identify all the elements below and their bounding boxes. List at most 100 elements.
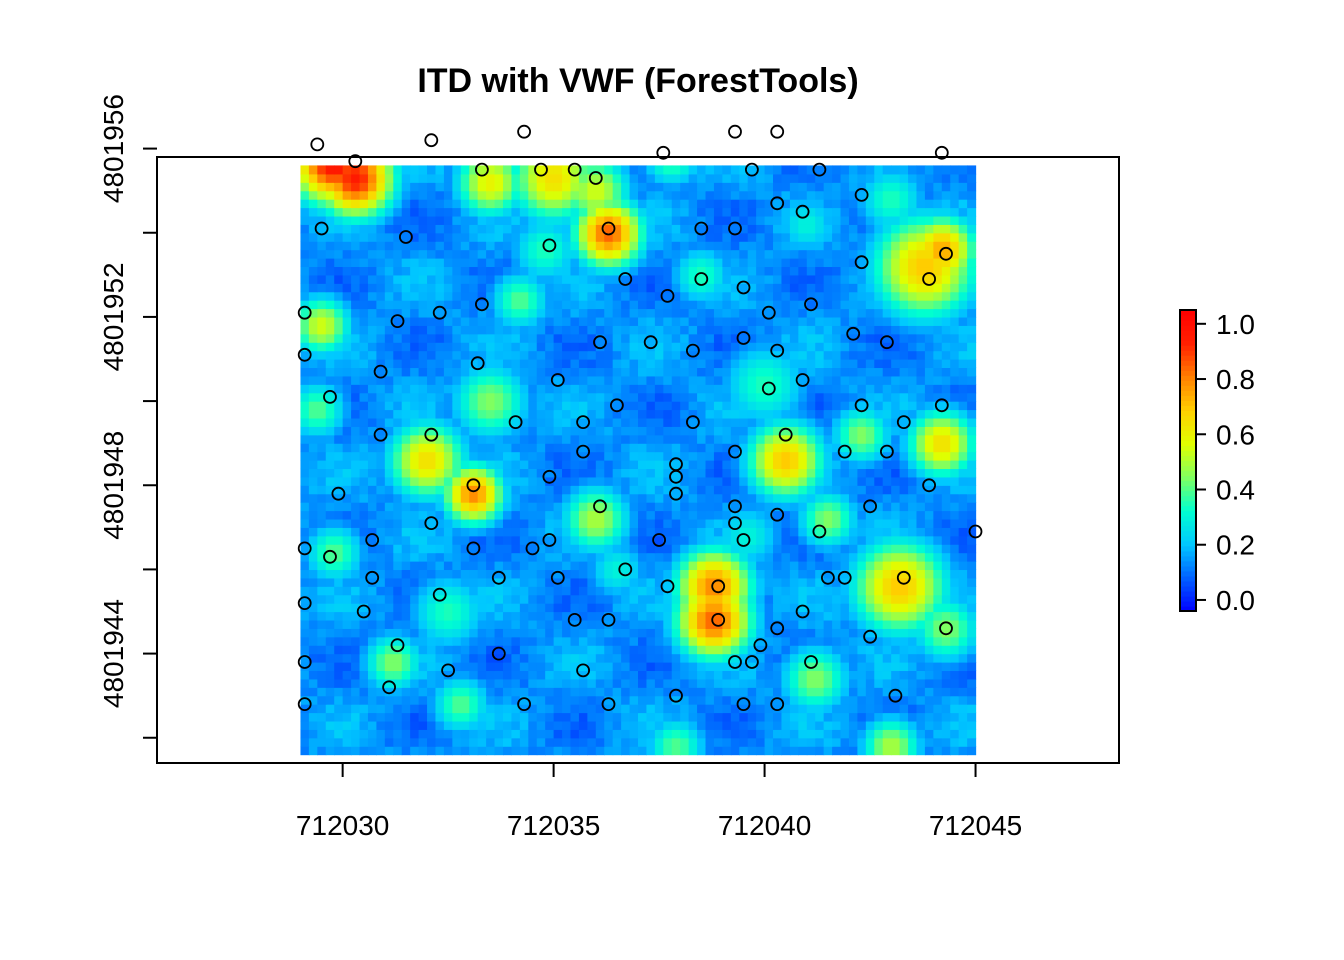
raster-cell	[359, 687, 369, 697]
raster-cell	[798, 645, 808, 655]
raster-cell	[764, 274, 774, 284]
raster-cell	[680, 485, 690, 495]
raster-cell	[308, 426, 318, 436]
raster-cell	[494, 300, 504, 310]
raster-cell	[688, 561, 698, 571]
raster-cell	[595, 401, 605, 411]
raster-cell	[410, 502, 420, 512]
raster-cell	[427, 451, 437, 461]
raster-cell	[401, 468, 411, 478]
raster-cell	[578, 300, 588, 310]
raster-cell	[562, 258, 572, 268]
raster-cell	[823, 401, 833, 411]
raster-cell	[317, 586, 327, 596]
raster-cell	[638, 603, 648, 613]
raster-cell	[477, 594, 487, 604]
raster-cell	[486, 687, 496, 697]
raster-cell	[410, 687, 420, 697]
raster-cell	[502, 300, 513, 310]
raster-cell	[494, 485, 504, 495]
raster-cell	[502, 325, 513, 335]
raster-cell	[663, 662, 673, 672]
raster-cell	[705, 325, 715, 335]
raster-cell	[646, 342, 656, 352]
raster-cell	[680, 367, 690, 377]
raster-cell	[494, 291, 504, 301]
raster-cell	[840, 518, 850, 528]
raster-cell	[452, 712, 462, 722]
raster-cell	[325, 417, 335, 427]
raster-cell	[638, 645, 648, 655]
raster-cell	[528, 645, 538, 655]
raster-cell	[317, 249, 327, 259]
raster-cell	[502, 662, 513, 672]
raster-cell	[435, 695, 445, 705]
raster-cell	[882, 333, 892, 343]
raster-cell	[697, 316, 707, 326]
raster-cell	[697, 636, 707, 646]
raster-cell	[891, 283, 901, 293]
raster-cell	[342, 224, 352, 234]
raster-cell	[621, 586, 631, 596]
raster-cell	[595, 746, 605, 756]
raster-cell	[536, 266, 546, 276]
raster-cell	[899, 577, 909, 587]
raster-cell	[882, 662, 892, 672]
raster-cell	[713, 544, 723, 554]
raster-cell	[773, 426, 783, 436]
raster-cell	[359, 678, 369, 688]
raster-cell	[730, 300, 740, 310]
raster-cell	[486, 274, 496, 284]
raster-cell	[865, 712, 875, 722]
raster-cell	[933, 258, 943, 268]
raster-cell	[663, 695, 673, 705]
raster-cell	[511, 375, 521, 385]
raster-cell	[519, 544, 529, 554]
raster-cell	[486, 434, 496, 444]
raster-cell	[840, 401, 850, 411]
raster-cell	[528, 308, 538, 318]
raster-cell	[680, 552, 690, 562]
raster-cell	[688, 342, 698, 352]
raster-cell	[578, 283, 588, 293]
raster-cell	[747, 561, 757, 571]
raster-cell	[570, 241, 580, 251]
raster-cell	[722, 350, 732, 360]
raster-cell	[595, 342, 605, 352]
raster-cell	[578, 316, 588, 326]
raster-cell	[688, 645, 698, 655]
raster-cell	[587, 417, 597, 427]
raster-cell	[486, 468, 496, 478]
raster-cell	[460, 737, 470, 747]
raster-cell	[899, 426, 909, 436]
raster-cell	[629, 342, 639, 352]
raster-cell	[562, 619, 572, 629]
raster-cell	[680, 342, 690, 352]
raster-cell	[486, 493, 496, 503]
raster-cell	[713, 704, 723, 714]
raster-cell	[697, 653, 707, 663]
raster-cell	[899, 392, 909, 402]
raster-cell	[739, 274, 749, 284]
raster-cell	[806, 594, 816, 604]
raster-cell	[840, 619, 850, 629]
raster-cell	[865, 552, 875, 562]
raster-cell	[815, 434, 825, 444]
raster-cell	[848, 443, 858, 453]
raster-cell	[401, 586, 411, 596]
raster-cell	[941, 350, 951, 360]
raster-cell	[781, 670, 791, 680]
raster-cell	[730, 619, 740, 629]
raster-cell	[427, 628, 437, 638]
raster-cell	[469, 308, 479, 318]
raster-cell	[671, 493, 681, 503]
raster-cell	[587, 695, 597, 705]
raster-cell	[654, 274, 664, 284]
raster-cell	[528, 552, 538, 562]
raster-cell	[713, 729, 723, 739]
raster-cell	[756, 502, 766, 512]
raster-cell	[519, 409, 529, 419]
raster-cell	[528, 535, 538, 545]
raster-cell	[713, 384, 723, 394]
raster-cell	[452, 258, 462, 268]
